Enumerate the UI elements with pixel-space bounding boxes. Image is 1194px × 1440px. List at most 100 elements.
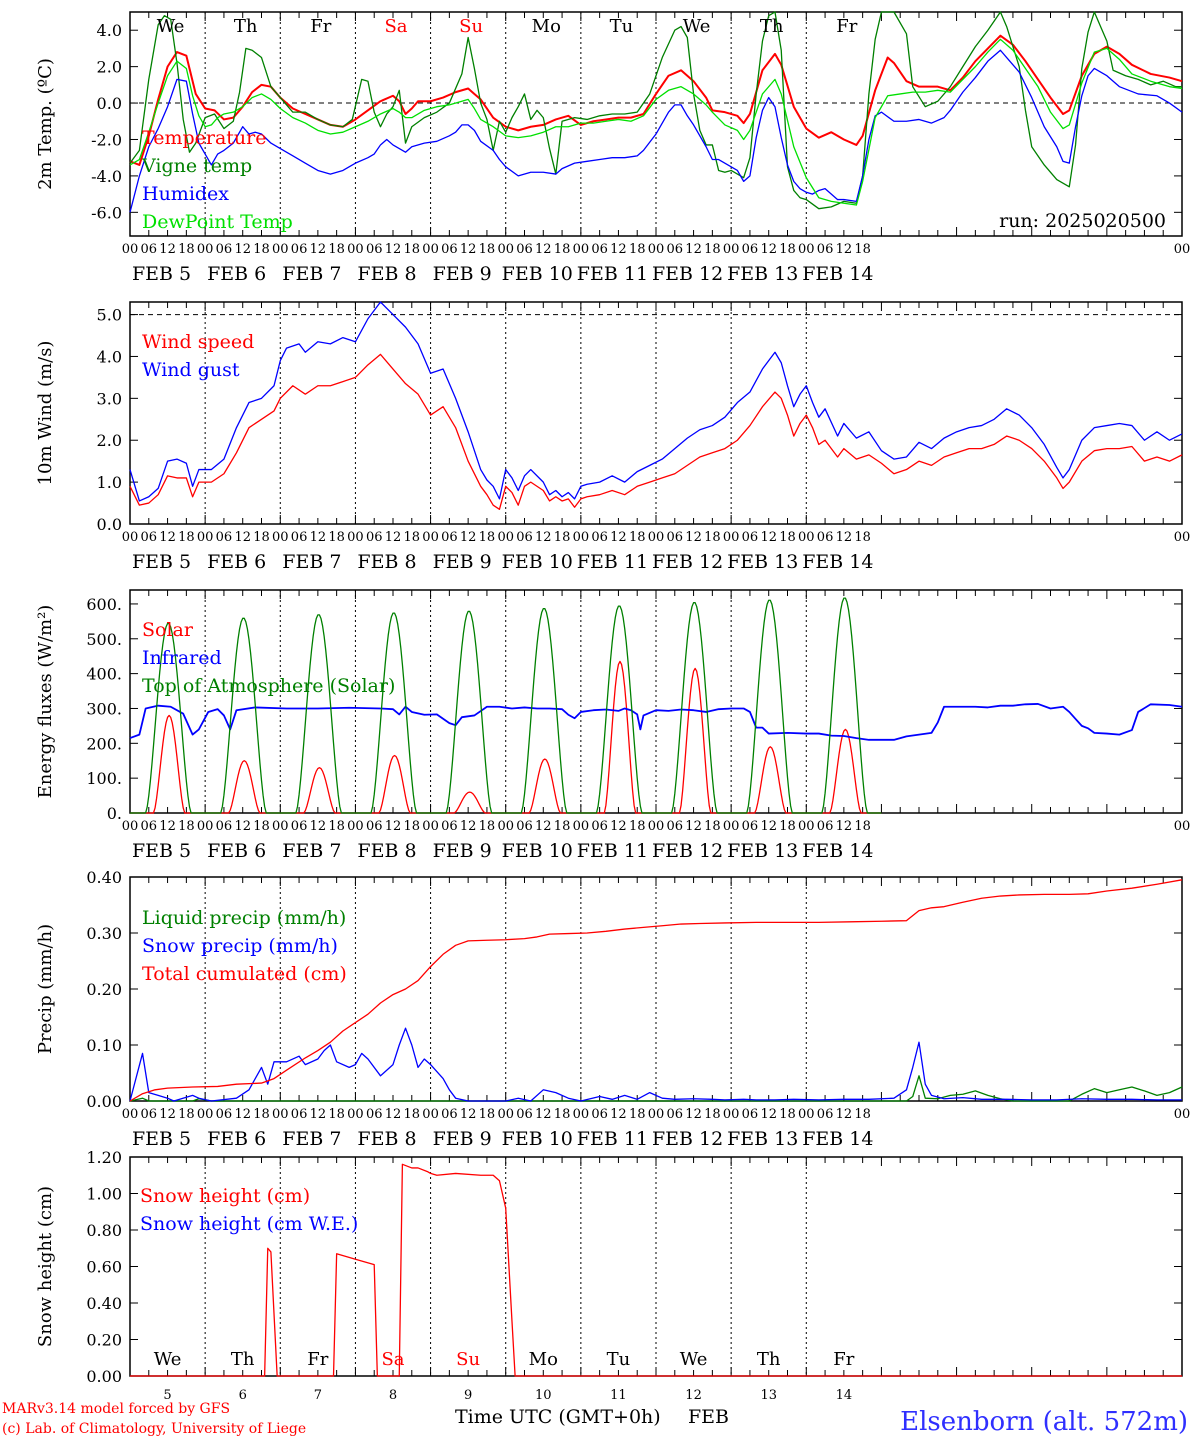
hour-tick-label: 06	[366, 530, 383, 545]
y-axis-title: Snow height (cm)	[35, 1186, 56, 1347]
y-tick-label: 1.20	[86, 1148, 122, 1167]
hour-tick-label: 00	[422, 242, 439, 257]
hour-tick-label: 00	[648, 1107, 665, 1122]
hour-tick-label: 00	[497, 242, 514, 257]
series-line-1-1	[129, 301, 1183, 502]
hour-tick-label: 12	[535, 819, 552, 834]
hour-tick-label: 12	[610, 1107, 627, 1122]
day-name: Fr	[833, 1349, 854, 1370]
hour-tick-label: 00	[573, 242, 590, 257]
hour-tick-label: 18	[178, 819, 195, 834]
y-tick-label: 400.	[86, 665, 122, 684]
hour-tick-label: 12	[159, 819, 176, 834]
series-line-0-2	[129, 49, 1183, 213]
hour-tick-label: 18	[554, 530, 571, 545]
lab-credit: (c) Lab. of Climatology, University of L…	[2, 1421, 306, 1437]
hour-tick-label: 06	[216, 1107, 233, 1122]
y-axis-title: Energy fluxes (W/m²)	[35, 605, 56, 799]
hour-tick-label: 06	[516, 242, 533, 257]
hour-tick-label: 06	[591, 242, 608, 257]
hour-tick-label: 18	[779, 1107, 796, 1122]
day-name: Mo	[529, 1349, 558, 1370]
hour-tick-label: 18	[253, 1107, 270, 1122]
hour-tick-label: 12	[836, 819, 853, 834]
legends: Temperature Vigne temp Humidex DewPoint Tem…	[140, 127, 395, 1235]
hour-tick-label: 12	[234, 1107, 251, 1122]
hour-tick-label: 00	[272, 1107, 289, 1122]
grid-lines	[129, 12, 1183, 1377]
hour-tick-label: 06	[667, 819, 684, 834]
series-line-0-1	[129, 11, 1182, 210]
hour-tick-label: 00	[497, 819, 514, 834]
date-label: FEB 8	[357, 263, 416, 285]
hour-tick-label: 00	[197, 530, 214, 545]
series-line-3-2	[129, 879, 1183, 1102]
hour-tick-label: 12	[685, 1107, 702, 1122]
hour-tick-label: 06	[817, 1107, 834, 1122]
hour-tick-label: 06	[141, 242, 158, 257]
hour-tick-label: 18	[554, 1107, 571, 1122]
date-label: FEB 13	[727, 1128, 798, 1150]
hour-tick-label: 12	[310, 530, 327, 545]
day-number: 13	[760, 1388, 777, 1403]
y-tick-label: 1.0	[97, 473, 122, 492]
hour-tick-label: 06	[742, 242, 759, 257]
hour-tick-label: 06	[366, 242, 383, 257]
series-line-1-0	[129, 353, 1183, 510]
data-series	[129, 11, 1183, 1377]
hour-tick-label: 12	[385, 530, 402, 545]
date-label: FEB 10	[502, 263, 573, 285]
hour-tick-label: 06	[667, 1107, 684, 1122]
legend-entry: Snow precip (mm/h)	[142, 935, 338, 957]
hour-tick-label: 00	[272, 819, 289, 834]
hour-tick-label: 18	[779, 819, 796, 834]
hour-tick-label: 18	[554, 242, 571, 257]
y-tick-label: 100.	[86, 769, 122, 788]
hour-tick-label: 06	[441, 1107, 458, 1122]
day-name: We	[683, 16, 711, 37]
date-label: FEB 14	[802, 263, 873, 285]
legend-entry: DewPoint Temp	[142, 211, 293, 233]
hour-tick-label: 00	[723, 1107, 740, 1122]
y-tick-label: 0.40	[86, 868, 122, 887]
day-name: Fr	[836, 16, 857, 37]
hour-tick-label: 12	[610, 242, 627, 257]
date-label: FEB 9	[433, 263, 492, 285]
day-name: Sa	[384, 16, 407, 37]
date-label: FEB 12	[652, 263, 723, 285]
hour-tick-label: 00	[347, 530, 364, 545]
hour-tick-label: 12	[234, 819, 251, 834]
date-label: FEB 12	[652, 1128, 723, 1150]
hour-tick-label: 06	[441, 242, 458, 257]
hour-tick-label: 12	[234, 242, 251, 257]
hour-tick-label: 12	[760, 1107, 777, 1122]
day-name: Sa	[381, 1349, 404, 1370]
date-label: FEB 6	[207, 551, 266, 573]
date-label: FEB 5	[132, 840, 191, 862]
hour-tick-label: 18	[253, 819, 270, 834]
y-axis-title: 10m Wind (m/s)	[35, 341, 56, 486]
y-tick-label: 0.20	[86, 1331, 122, 1350]
y-tick-label: 0.80	[86, 1221, 122, 1240]
day-name: We	[154, 1349, 182, 1370]
day-name: Mo	[532, 16, 561, 37]
y-tick-label: 600.	[86, 595, 122, 614]
hour-tick-label: 00	[347, 242, 364, 257]
hour-tick-label: 18	[629, 1107, 646, 1122]
axis-labels: 4.02.00.0-2.0-4.0-6.02m Temp. (ºC)00 06 12…	[35, 16, 1190, 1403]
date-label: FEB 13	[727, 551, 798, 573]
series-line-0-3	[129, 38, 1183, 206]
series-line-2-2	[130, 597, 882, 814]
date-label: FEB 9	[433, 840, 492, 862]
hour-tick-label: 00	[1174, 819, 1191, 834]
hour-tick-label: 00	[573, 819, 590, 834]
hour-tick-label: 06	[591, 819, 608, 834]
hour-tick-label: 06	[216, 530, 233, 545]
date-label: FEB 12	[652, 551, 723, 573]
y-tick-label: 3.0	[97, 389, 122, 408]
hour-tick-label: 12	[310, 1107, 327, 1122]
date-label: FEB 7	[282, 1128, 341, 1150]
hour-tick-label: 12	[685, 819, 702, 834]
hour-tick-label: 12	[310, 819, 327, 834]
hour-tick-label: 06	[141, 819, 158, 834]
